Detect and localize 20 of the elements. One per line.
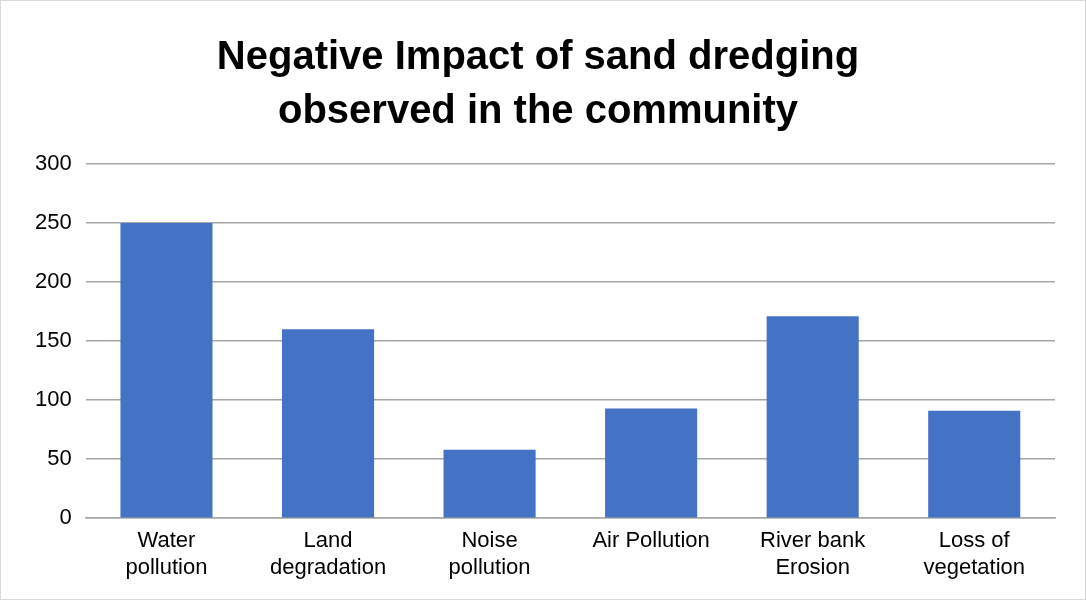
bar [281,329,375,518]
bar [443,449,536,518]
y-tick-label: 250 [34,209,72,235]
y-tick-label: 0 [59,504,72,530]
y-tick-label: 200 [34,268,72,294]
x-tick-label: Water pollution [125,527,208,579]
bar [766,316,859,518]
chart-title: Negative Impact of sand dredging observed in the community [216,33,860,132]
y-tick-label: 300 [34,150,72,176]
y-tick-label: 150 [34,327,72,353]
y-tick-label: 100 [34,386,72,412]
x-tick-label: River bank Erosion [760,527,867,579]
x-tick-label: Air Pollution [592,527,710,553]
bar [120,223,213,518]
bar [928,410,1021,518]
bar [605,408,698,518]
x-tick-label: Loss of vegetation [923,527,1025,579]
x-tick-label: Land degradation [269,527,387,579]
x-tick-label: Noise pollution [448,527,531,579]
y-tick-label: 50 [47,445,72,471]
